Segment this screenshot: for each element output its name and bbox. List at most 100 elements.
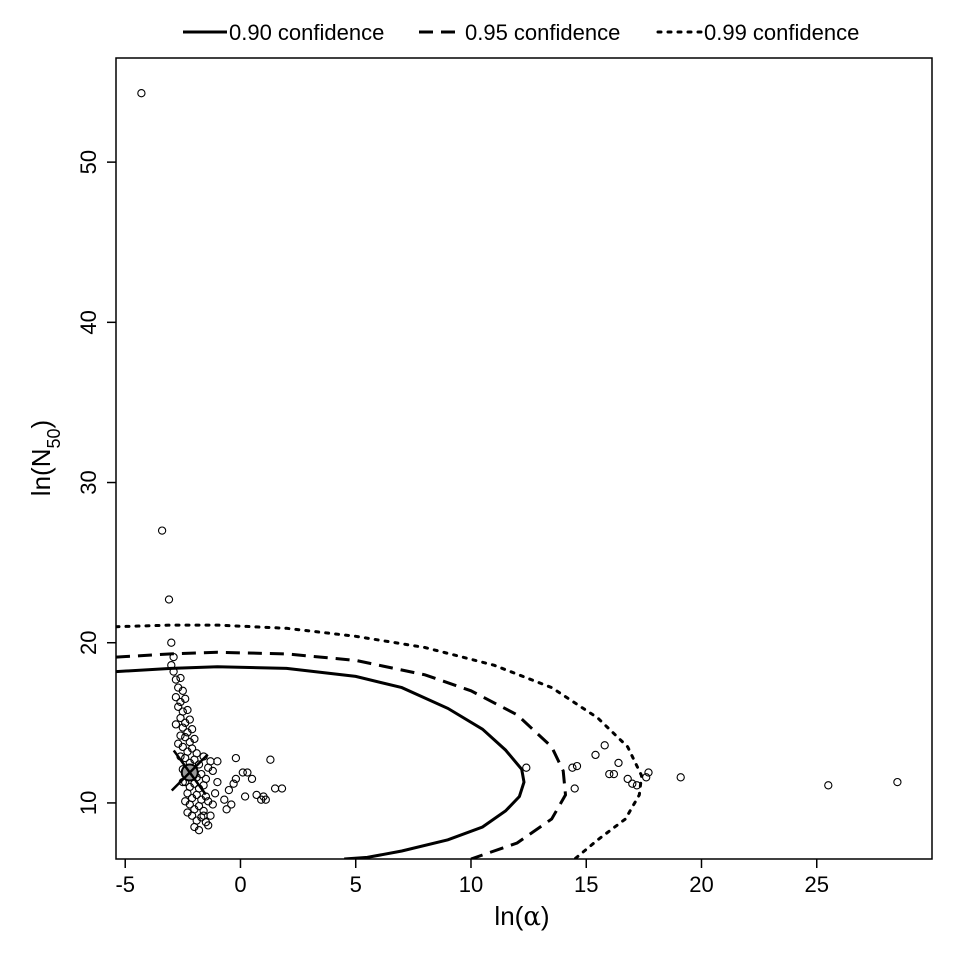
data-point (174, 739, 183, 748)
data-point (824, 781, 833, 790)
data-point (568, 763, 577, 772)
data-point (229, 779, 238, 788)
data-point (628, 779, 637, 788)
data-point (171, 720, 181, 729)
x-axis-label: ln(α) (494, 901, 549, 932)
y-tick-label: 30 (76, 470, 101, 494)
data-point (614, 758, 623, 768)
legend-label: 0.95 confidence (465, 20, 620, 45)
data-point (261, 795, 270, 804)
data-point (231, 774, 241, 784)
legend-label: 0.99 confidence (704, 20, 859, 45)
data-point (238, 768, 247, 777)
data-point (893, 777, 902, 787)
data-point (266, 755, 275, 764)
data-point (181, 694, 190, 703)
data-point (642, 773, 651, 782)
data-point (213, 777, 222, 787)
data-point (194, 801, 204, 811)
data-point (204, 797, 213, 806)
data-point (240, 792, 250, 801)
contour-solid (116, 665, 526, 859)
plot-frame (115, 57, 933, 860)
data-point (183, 705, 192, 715)
data-point (222, 805, 231, 814)
data-point (181, 733, 190, 742)
data-point (277, 784, 287, 793)
x-tick-label: -5 (115, 872, 135, 897)
y-tick-label: 50 (76, 150, 101, 174)
x-tick-label: 20 (689, 872, 713, 897)
data-point (178, 723, 187, 732)
confidence-contours (116, 623, 644, 859)
data-point (183, 808, 192, 817)
data-point (185, 715, 194, 724)
data-point (201, 774, 211, 784)
data-point (171, 693, 181, 702)
data-points (137, 89, 902, 835)
y-axis: 10 20 30 40 50 (76, 150, 116, 815)
y-axis-label: ln(N50) (26, 420, 64, 496)
data-point (204, 821, 213, 830)
data-point (227, 800, 236, 809)
data-point (174, 702, 183, 711)
data-point (231, 753, 241, 763)
best-estimate-cross-b (170, 753, 209, 792)
data-point (194, 760, 204, 769)
data-point (210, 789, 220, 798)
data-point (171, 675, 181, 684)
data-point (676, 773, 685, 782)
data-point (187, 744, 197, 753)
data-point (270, 784, 280, 793)
data-point (183, 789, 192, 798)
data-point (220, 795, 229, 804)
y-tick-label: 10 (76, 791, 101, 815)
data-point (199, 811, 208, 820)
data-point (570, 784, 579, 793)
data-point (600, 741, 609, 750)
data-point (197, 813, 206, 822)
data-point (181, 753, 190, 763)
data-point (178, 686, 187, 695)
data-point (137, 89, 146, 98)
data-point (164, 595, 174, 604)
data-point (632, 781, 642, 790)
x-tick-label: 25 (805, 872, 829, 897)
x-axis: -5 0 5 10 15 20 25 (115, 859, 829, 897)
x-tick-label: 10 (459, 872, 483, 897)
data-point (176, 731, 185, 740)
data-point (167, 638, 176, 647)
legend: 0.90 confidence 0.95 confidence 0.99 confi… (183, 20, 859, 45)
x-tick-label: 15 (574, 872, 598, 897)
x-tick-label: 5 (350, 872, 362, 897)
data-point (213, 757, 222, 766)
data-point (204, 763, 213, 772)
best-estimate-marker (170, 749, 209, 796)
data-point (605, 769, 614, 779)
data-point (623, 774, 632, 784)
data-point (190, 734, 199, 744)
data-point (176, 673, 185, 683)
data-point (190, 755, 199, 764)
data-point (169, 667, 178, 676)
data-point (522, 763, 531, 772)
data-point (181, 797, 190, 806)
data-point (609, 769, 619, 779)
data-point (187, 725, 197, 734)
y-tick-label: 20 (76, 630, 101, 654)
legend-label: 0.90 confidence (229, 20, 384, 45)
data-point (157, 526, 167, 535)
data-point (194, 826, 204, 835)
data-point (176, 713, 185, 723)
contour-dotted (116, 623, 644, 859)
data-point (206, 811, 215, 820)
data-point (572, 761, 582, 771)
data-point (247, 774, 257, 784)
data-point (169, 652, 178, 662)
y-tick-label: 40 (76, 310, 101, 334)
x-tick-label: 0 (234, 872, 246, 897)
data-point (644, 768, 653, 777)
data-point (243, 768, 252, 777)
data-point (224, 785, 234, 795)
